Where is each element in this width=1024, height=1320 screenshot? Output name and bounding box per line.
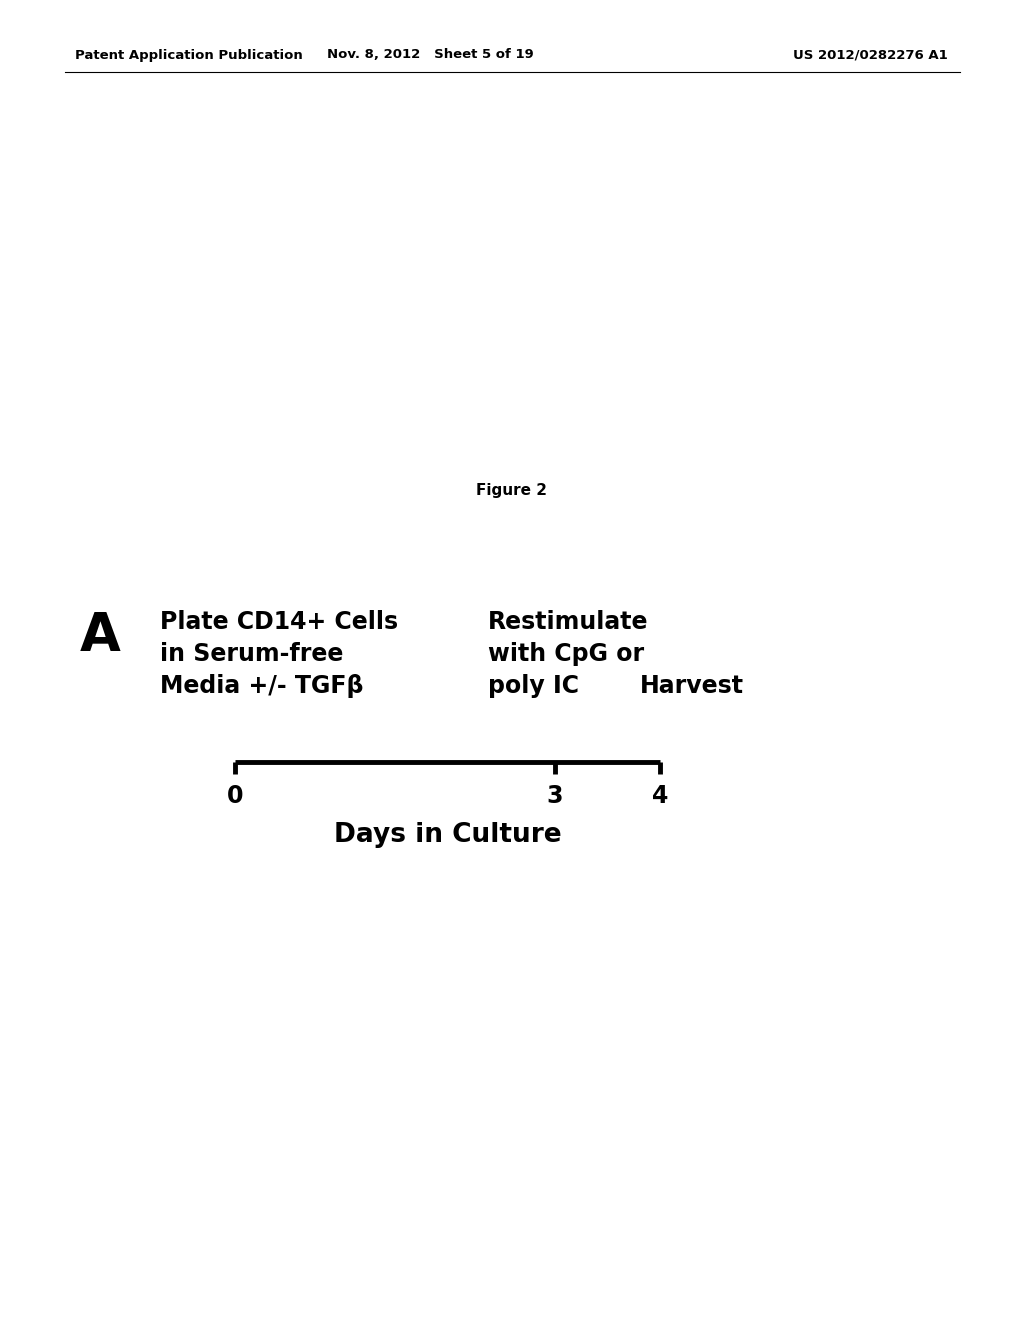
Text: Plate CD14+ Cells: Plate CD14+ Cells — [160, 610, 398, 634]
Text: US 2012/0282276 A1: US 2012/0282276 A1 — [793, 49, 947, 62]
Text: Restimulate: Restimulate — [488, 610, 648, 634]
Text: Patent Application Publication: Patent Application Publication — [75, 49, 303, 62]
Text: Harvest: Harvest — [640, 675, 744, 698]
Text: 3: 3 — [547, 784, 563, 808]
Text: Days in Culture: Days in Culture — [334, 822, 561, 847]
Text: Media +/- TGFβ: Media +/- TGFβ — [160, 675, 364, 698]
Text: with CpG or: with CpG or — [488, 642, 644, 667]
Text: Figure 2: Figure 2 — [476, 483, 548, 498]
Text: 0: 0 — [226, 784, 244, 808]
Text: 4: 4 — [652, 784, 669, 808]
Text: Nov. 8, 2012   Sheet 5 of 19: Nov. 8, 2012 Sheet 5 of 19 — [327, 49, 534, 62]
Text: A: A — [80, 610, 121, 663]
Text: in Serum-free: in Serum-free — [160, 642, 343, 667]
Text: poly IC: poly IC — [488, 675, 579, 698]
